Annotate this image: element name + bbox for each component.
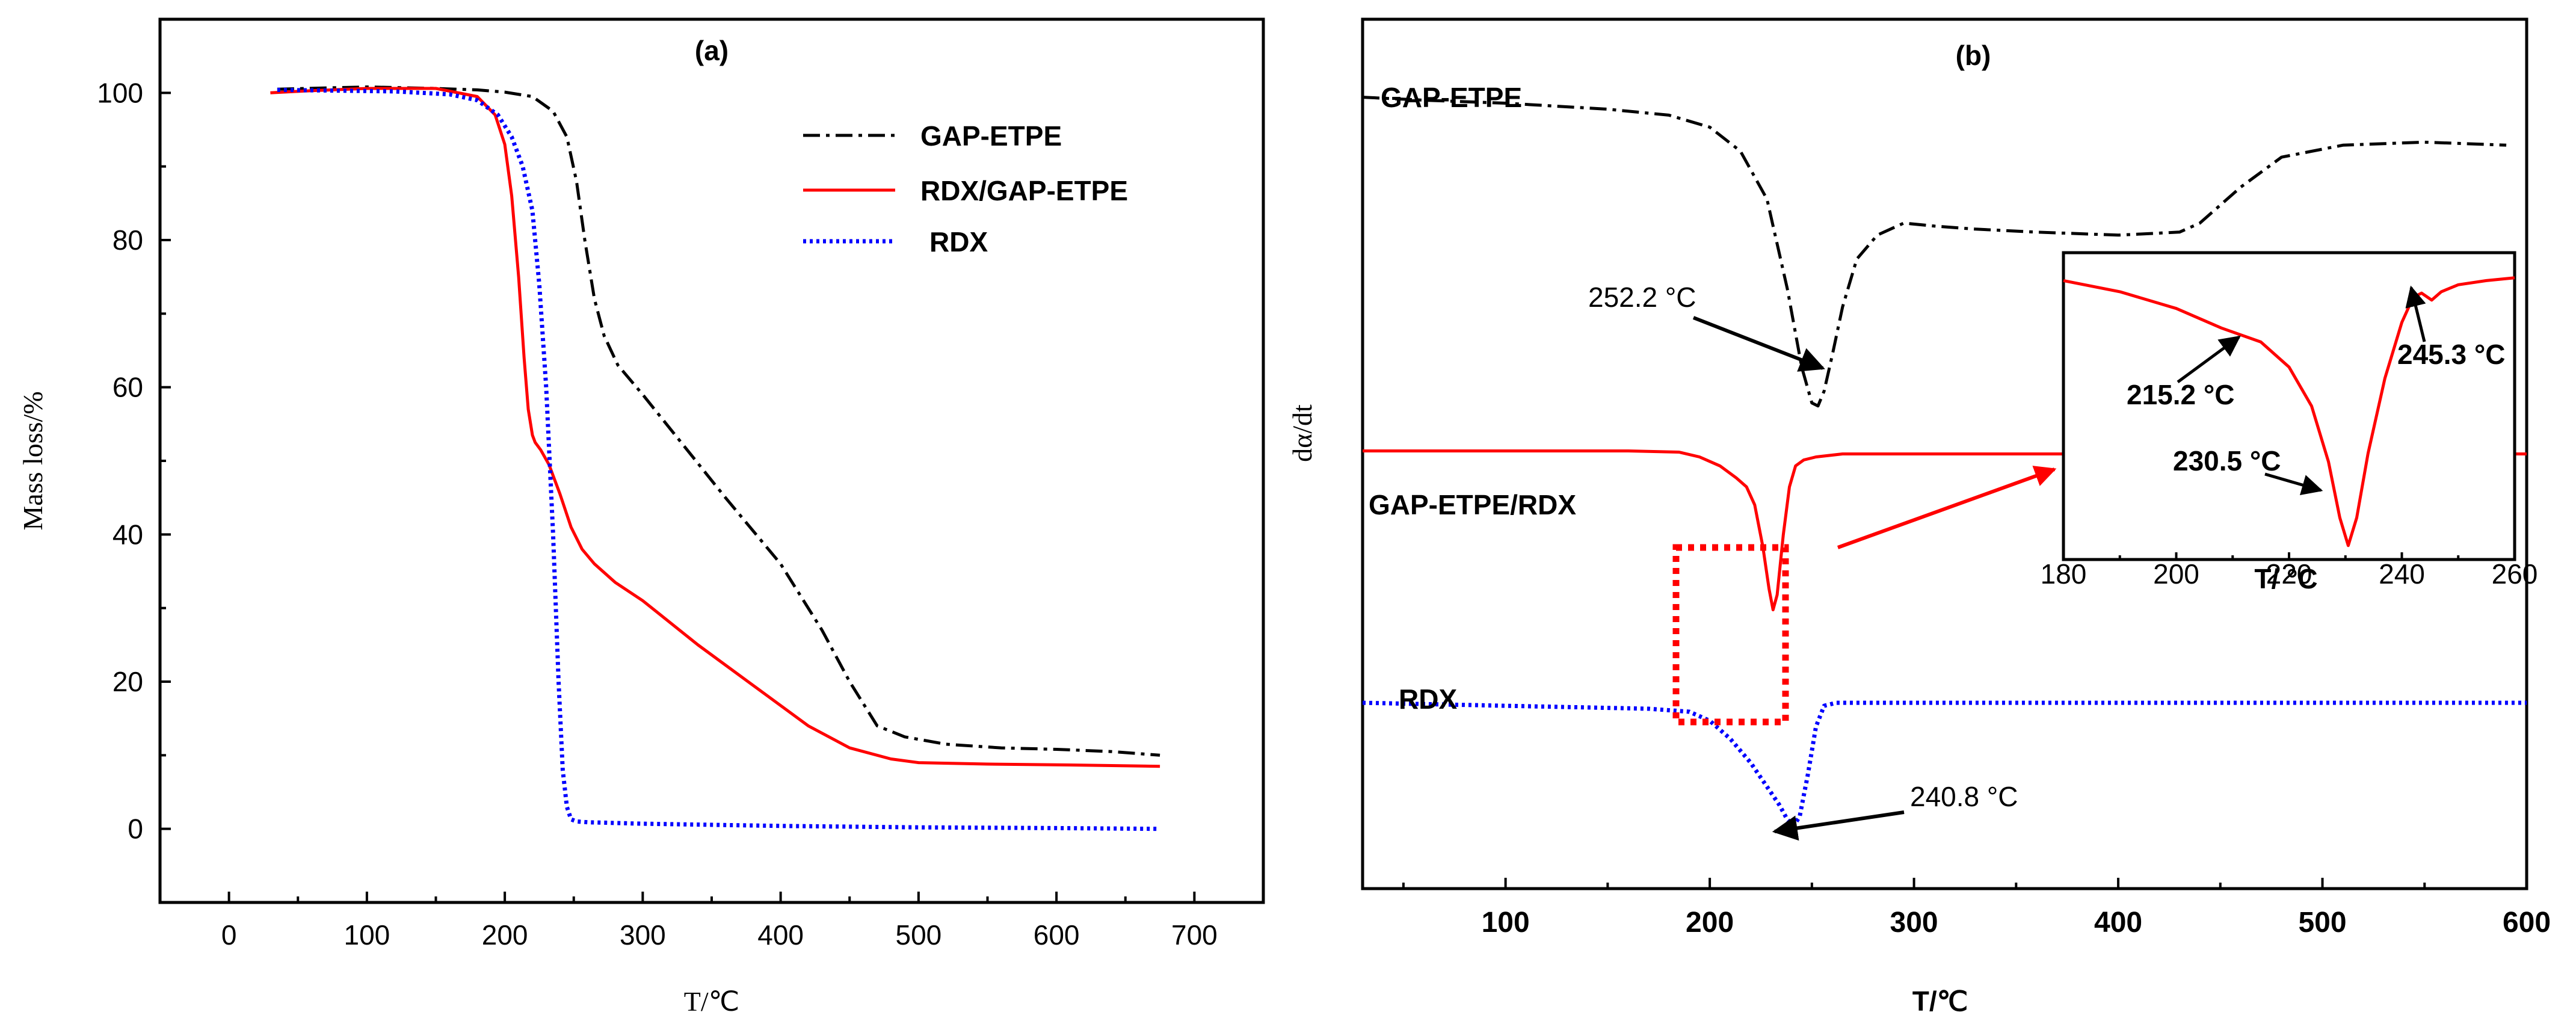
series-line-gap-etpe: [1362, 96, 2507, 408]
y-tick-label-20: 20: [112, 666, 143, 697]
inset-arrow-245: [2405, 285, 2426, 342]
inset-x-tick-label-180: 180: [2041, 558, 2087, 590]
legend-label-rdx: RDX: [929, 226, 988, 258]
inset-x-axis: 180 200 220 240 260: [2041, 552, 2538, 590]
panel-a: (a) 0 100 200 300 400 500 600 700 020406080100 …: [17, 17, 1265, 1017]
x-tick-label-600: 600: [1034, 919, 1080, 951]
y-tick-label-80: 80: [112, 224, 143, 256]
series-line-rdx-gap-etpe: [270, 87, 1160, 768]
inset-annotation-245: 245.3 °C: [2397, 339, 2506, 370]
inset-arrow-230: [2264, 472, 2323, 496]
inset-annotation-215: 215.2 °C: [2127, 379, 2235, 410]
curve-label-gap-etpe: GAP-ETPE: [1381, 82, 1522, 113]
panel-b-y-label: dα/dt: [1287, 404, 1317, 462]
curve-label-gap-etpe-rdx: GAP-ETPE/RDX: [1369, 489, 1576, 520]
panel-a-title: (a): [695, 35, 729, 66]
inset-annotation-230: 230.5 °C: [2173, 445, 2281, 476]
panel-a-y-label: Mass loss/%: [17, 391, 48, 530]
x-tick-label-700: 700: [1171, 919, 1218, 951]
x-tick-label-200: 200: [482, 919, 528, 951]
y-tick-label-100: 100: [97, 77, 143, 108]
legend-label-gap-etpe: GAP-ETPE: [920, 120, 1062, 152]
y-tick-label-60: 60: [112, 372, 143, 403]
x-tick-label-100: 100: [1482, 907, 1530, 939]
panel-b-series: [1362, 96, 2527, 828]
y-tick-label-40: 40: [112, 519, 143, 550]
annotation-arrow-rdx: [1772, 810, 1905, 841]
inset-series: [2063, 276, 2515, 547]
panel-b-title: (b): [1956, 40, 1991, 71]
panel-a-legend: GAP-ETPE RDX/GAP-ETPE RDX: [803, 120, 1128, 258]
curve-label-rdx: RDX: [1399, 683, 1457, 715]
series-line-gap-etpe: [277, 85, 1160, 757]
x-tick-label-300: 300: [1890, 907, 1938, 939]
x-tick-label-200: 200: [1686, 907, 1734, 939]
zoom-region-box: [1672, 544, 1789, 726]
annotation-peak-rdx: 240.8 °C: [1910, 781, 2018, 812]
inset-frame: [2062, 251, 2516, 561]
x-tick-label-500: 500: [896, 919, 942, 951]
panel-a-series: [270, 85, 1160, 831]
annotation-arrow-gap-etpe: [1692, 316, 1825, 372]
inset-x-tick-label-220: 220: [2266, 558, 2313, 590]
inset-series-line: [2063, 276, 2515, 547]
x-tick-label-400: 400: [757, 919, 804, 951]
zoom-pointer-arrow: [1837, 466, 2057, 549]
panel-b-x-axis: 100 200 300 400 500 600: [1402, 878, 2551, 939]
panel-a-x-axis: 0 100 200 300 400 500 600 700: [159, 892, 1265, 951]
inset-x-tick-label-260: 260: [2492, 558, 2538, 590]
x-tick-label-500: 500: [2298, 907, 2346, 939]
panel-a-y-axis: 0 20 40 60 80 100: [97, 18, 171, 904]
x-tick-label-0: 0: [221, 919, 237, 951]
inset-x-tick-label-200: 200: [2153, 558, 2199, 590]
inset-x-label: T/ °C: [2254, 563, 2317, 594]
legend-label-rdx-gap-etpe: RDX/GAP-ETPE: [920, 175, 1128, 206]
inset-x-tick-label-240: 240: [2379, 558, 2425, 590]
x-tick-label-300: 300: [620, 919, 666, 951]
x-tick-label-100: 100: [344, 919, 390, 951]
x-tick-label-600: 600: [2503, 907, 2551, 939]
annotation-peak-gap-etpe: 252.2 °C: [1588, 282, 1696, 313]
panel-a-frame: [158, 17, 1265, 904]
panel-a-x-label: T/℃: [684, 986, 740, 1017]
inset-arrow-215: [2177, 335, 2241, 384]
x-tick-label-400: 400: [2094, 907, 2142, 939]
panel-b-x-label: T/℃: [1912, 985, 1968, 1017]
y-tick-label-0: 0: [128, 813, 143, 845]
series-line-gap-etpe-rdx: [1363, 449, 2527, 612]
panel-b: (b) 100 200 300 400 500 600 T/℃ dα/dt GAP-ETP…: [1287, 17, 2551, 1017]
inset-plot: 180 200 220 240 260 T/ °C 215.2 °C 230.5 °C …: [2041, 251, 2538, 594]
